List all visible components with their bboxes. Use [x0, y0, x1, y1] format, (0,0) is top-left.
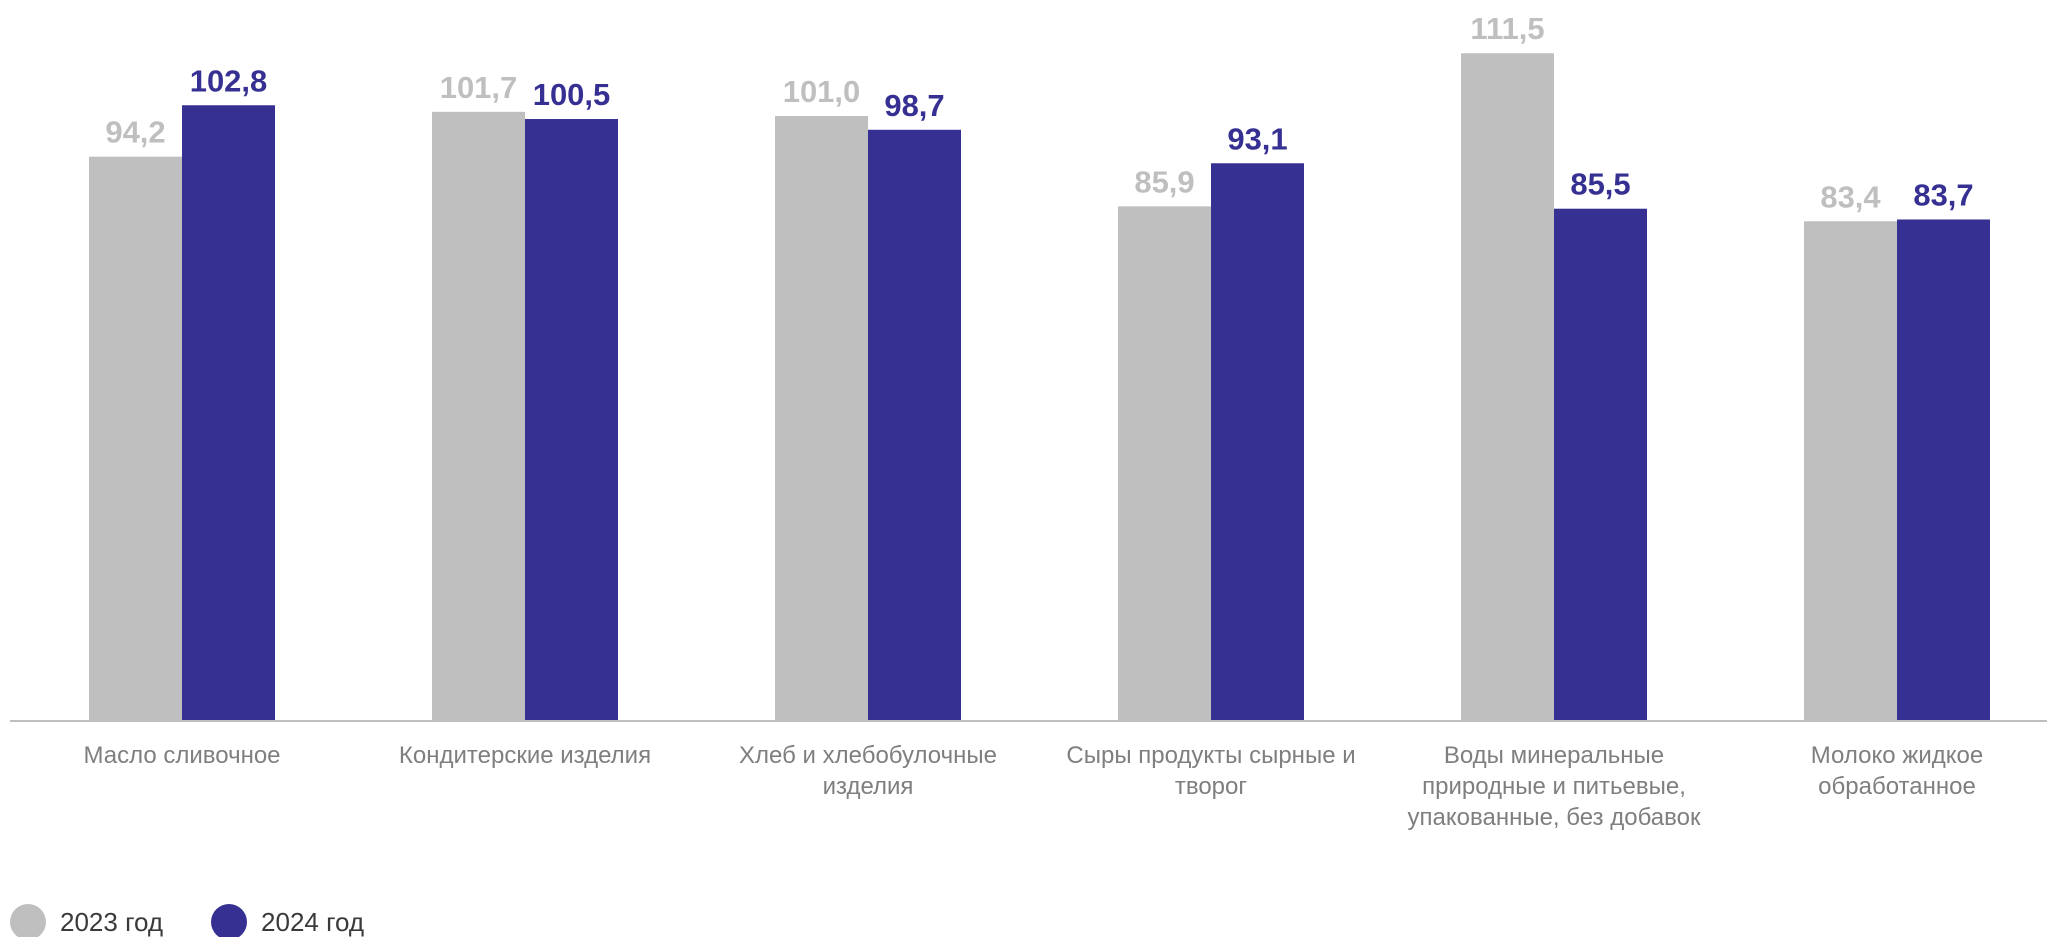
legend-swatch-2024 [211, 904, 248, 937]
legend-label-2023: 2023 год [60, 906, 164, 937]
category-label-line: Воды минеральные [1444, 742, 1664, 769]
bar-2024-0[interactable] [182, 105, 275, 721]
value-label-2023-3: 85,9 [1134, 164, 1194, 199]
category-label-line: творог [1175, 773, 1248, 800]
category-label-line: Сыры продукты сырные и [1066, 742, 1355, 769]
category-label-0: Масло сливочное [83, 742, 280, 769]
bar-chart: 94,2 102,8 101,7 100,5 101,0 98,7 85,9 93,1 111,… [10, 11, 2047, 831]
value-label-2023-1: 101,7 [440, 70, 518, 105]
category-label-line: упакованные, без добавок [1408, 804, 1701, 831]
value-label-2024-0: 102,8 [190, 63, 268, 98]
category-label-2: Хлеб и хлебобулочные изделия [739, 742, 997, 800]
legend: 2023 год 2024 год [10, 904, 412, 937]
category-label-5: Молоко жидкое обработанное [1811, 742, 1983, 800]
bar-2023-0[interactable] [89, 156, 182, 720]
value-label-2023-2: 101,0 [783, 74, 861, 109]
value-label-2023-4: 111,5 [1470, 11, 1544, 46]
bar-2023-2[interactable] [775, 116, 868, 720]
bar-2024-4[interactable] [1554, 208, 1647, 720]
legend-item-2024[interactable]: 2024 год [211, 904, 364, 937]
value-labels-group: 94,2 102,8 101,7 100,5 101,0 98,7 85,9 93,1 111,… [105, 11, 1973, 214]
bar-2024-2[interactable] [868, 129, 961, 721]
bar-2024-1[interactable] [525, 119, 618, 720]
category-label-4: Воды минеральные природные и питьевые, упа… [1408, 742, 1701, 831]
bar-2023-1[interactable] [432, 111, 525, 721]
category-label-line: изделия [823, 773, 914, 800]
category-label-line: Масло сливочное [83, 742, 280, 769]
category-label-line: Молоко жидкое [1811, 742, 1983, 769]
category-label-3: Сыры продукты сырные и творог [1066, 742, 1355, 800]
bar-2023-3[interactable] [1118, 206, 1211, 720]
category-label-line: природные и питьевые, [1422, 773, 1686, 800]
category-label-line: Хлеб и хлебобулочные [739, 742, 997, 769]
category-label-line: Кондитерские изделия [399, 742, 651, 769]
legend-label-2024: 2024 год [261, 906, 365, 937]
value-label-2024-5: 83,7 [1913, 177, 1973, 212]
bar-2023-5[interactable] [1804, 221, 1897, 720]
bars-group [89, 53, 1990, 721]
legend-swatch-2023 [10, 904, 46, 937]
value-label-2024-3: 93,1 [1227, 121, 1287, 156]
category-label-line: обработанное [1818, 773, 1976, 800]
bar-2024-5[interactable] [1897, 219, 1990, 720]
category-label-1: Кондитерские изделия [399, 742, 651, 769]
bar-2023-4[interactable] [1461, 53, 1554, 721]
value-label-2023-0: 94,2 [105, 115, 165, 150]
value-label-2024-4: 85,5 [1570, 167, 1630, 202]
value-label-2023-5: 83,4 [1820, 179, 1881, 214]
value-label-2024-2: 98,7 [884, 88, 944, 123]
legend-item-2023[interactable]: 2023 год [10, 904, 163, 937]
bar-2024-3[interactable] [1211, 163, 1304, 721]
category-labels-group: Масло сливочное Кондитерские изделия Хлеб … [83, 742, 1983, 831]
value-label-2024-1: 100,5 [533, 77, 611, 112]
